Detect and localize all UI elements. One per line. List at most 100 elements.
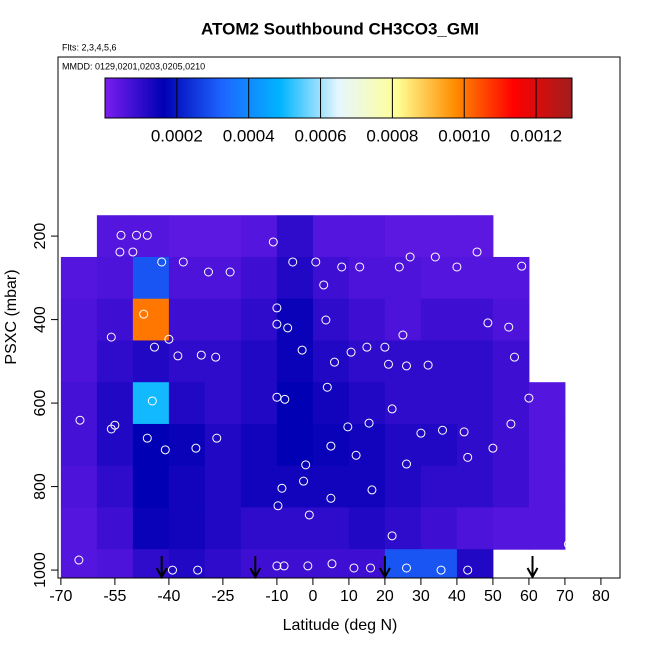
heat-cell bbox=[276, 465, 314, 508]
heat-cell bbox=[384, 298, 422, 341]
heat-cell bbox=[384, 340, 422, 383]
heat-cell bbox=[456, 549, 494, 578]
chart-title: ATOM2 Southbound CH3CO3_GMI bbox=[201, 19, 479, 38]
sample-point bbox=[74, 555, 84, 565]
heatmap bbox=[60, 215, 574, 578]
heat-cell bbox=[60, 340, 98, 383]
sample-point bbox=[128, 247, 138, 257]
sample-point bbox=[416, 428, 426, 438]
y-tick-label: 1000 bbox=[32, 552, 49, 588]
x-tick-label: 10 bbox=[340, 588, 358, 605]
y-axis-label: PSXC (mbar) bbox=[3, 269, 20, 364]
heat-cell bbox=[204, 340, 242, 383]
sample-point bbox=[139, 309, 149, 319]
sample-point bbox=[110, 420, 120, 430]
heat-cell bbox=[456, 423, 494, 467]
heat-cell bbox=[420, 215, 458, 258]
heat-cell bbox=[348, 423, 386, 467]
marker-arrow bbox=[249, 556, 262, 580]
heat-cell bbox=[456, 507, 494, 550]
heat-cell bbox=[60, 382, 98, 425]
heat-cell bbox=[384, 549, 422, 578]
heat-cell bbox=[276, 549, 314, 578]
sample-point bbox=[196, 350, 206, 360]
colorbar-tick-label: 0.0010 bbox=[438, 126, 490, 145]
heat-cell bbox=[384, 423, 422, 467]
heat-cell bbox=[168, 215, 206, 258]
y-tick-label: 200 bbox=[32, 223, 49, 250]
sample-point bbox=[319, 280, 329, 290]
sample-point bbox=[164, 334, 174, 344]
sample-point bbox=[430, 252, 440, 262]
heat-cell bbox=[132, 340, 170, 383]
heat-cell bbox=[492, 507, 530, 550]
sample-point bbox=[405, 252, 415, 262]
heat-cell bbox=[96, 465, 134, 508]
sample-point bbox=[301, 460, 311, 470]
heat-cell bbox=[456, 340, 494, 383]
heat-cell bbox=[456, 256, 494, 300]
colorbar bbox=[104, 77, 573, 119]
x-tick-label: -55 bbox=[103, 588, 126, 605]
sample-point bbox=[142, 230, 152, 240]
heat-cell bbox=[348, 340, 386, 383]
sample-point bbox=[272, 303, 282, 313]
sample-point bbox=[279, 561, 289, 571]
sample-point bbox=[472, 247, 482, 257]
heat-cell bbox=[456, 382, 494, 425]
sample-point bbox=[116, 230, 126, 240]
sample-point bbox=[398, 330, 408, 340]
sample-point bbox=[272, 319, 282, 329]
heat-cell bbox=[60, 256, 98, 300]
sample-point bbox=[131, 230, 141, 240]
y-tick-label: 400 bbox=[32, 306, 49, 333]
sample-point bbox=[463, 565, 473, 575]
y-tick-label: 800 bbox=[32, 473, 49, 500]
sample-point bbox=[326, 493, 336, 503]
sample-point bbox=[160, 445, 170, 455]
sample-point bbox=[167, 565, 177, 575]
sample-point bbox=[311, 257, 321, 267]
heat-cell bbox=[204, 215, 242, 258]
heat-cell bbox=[132, 465, 170, 508]
marker-arrow bbox=[526, 556, 539, 580]
heat-cell bbox=[312, 549, 350, 578]
heat-cell bbox=[96, 340, 134, 383]
sample-point bbox=[402, 563, 412, 573]
heat-cell bbox=[204, 549, 242, 578]
sample-point bbox=[322, 382, 332, 392]
heat-cell bbox=[60, 465, 98, 508]
sample-point bbox=[288, 257, 298, 267]
heat-cell bbox=[132, 507, 170, 550]
sample-point bbox=[402, 459, 412, 469]
heat-cell bbox=[420, 382, 458, 425]
x-tick-label: 80 bbox=[592, 588, 610, 605]
heat-cell bbox=[204, 256, 242, 300]
sample-point bbox=[326, 441, 336, 451]
heat-cell bbox=[528, 382, 566, 425]
x-tick-label: 0 bbox=[308, 588, 317, 605]
heat-cell bbox=[276, 382, 314, 425]
heat-cell bbox=[348, 465, 386, 508]
heat-cell bbox=[456, 298, 494, 341]
heat-cell bbox=[312, 340, 350, 383]
x-tick-label: 70 bbox=[556, 588, 574, 605]
sample-point bbox=[277, 483, 287, 493]
x-tick-label: 40 bbox=[448, 588, 466, 605]
sample-point bbox=[402, 361, 412, 371]
heat-cell bbox=[384, 507, 422, 550]
sample-point bbox=[149, 342, 159, 352]
heat-cell bbox=[132, 298, 170, 341]
heat-cell bbox=[240, 549, 278, 578]
sample-point bbox=[343, 422, 353, 432]
plot-frame bbox=[57, 56, 621, 579]
heat-cell bbox=[348, 215, 386, 258]
x-tick-label: -10 bbox=[265, 588, 288, 605]
sample-point bbox=[438, 425, 448, 435]
sample-point bbox=[273, 501, 283, 511]
colorbar-tick-label: 0.0008 bbox=[366, 126, 418, 145]
x-tick-label: -70 bbox=[49, 588, 72, 605]
heat-cell bbox=[240, 382, 278, 425]
sample-point bbox=[173, 351, 183, 361]
subtitle: Flts: 2,3,4,5,6 bbox=[62, 42, 117, 52]
